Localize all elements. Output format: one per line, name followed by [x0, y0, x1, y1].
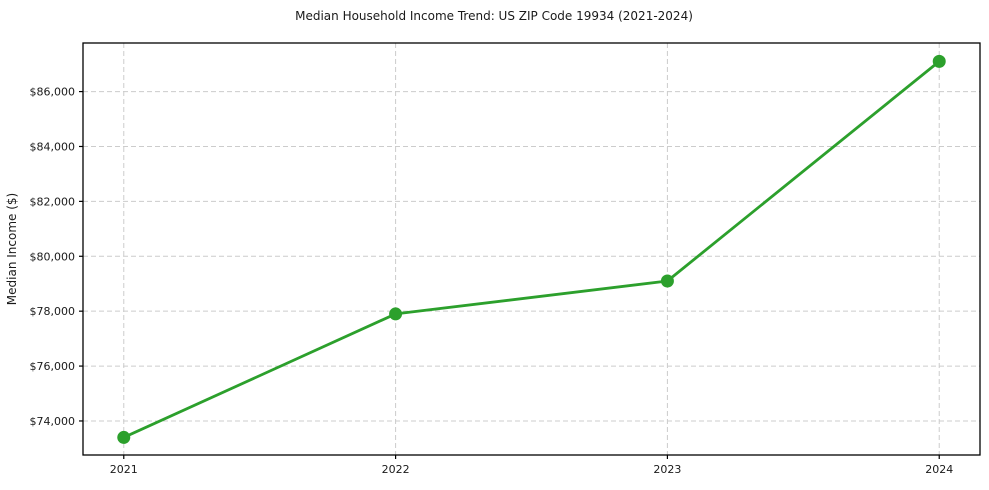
- y-tick-label: $80,000: [30, 250, 76, 263]
- data-point-marker: [389, 307, 403, 321]
- y-tick-label: $78,000: [30, 305, 76, 318]
- tick-layer: 2021 2022 2023 2024 $74,000 $76,000 $78,000 $80…: [30, 86, 954, 476]
- data-point-marker: [932, 54, 946, 68]
- trend-line: [122, 59, 941, 439]
- plot-border: [82, 42, 981, 456]
- y-axis-label: Median Income ($): [5, 193, 19, 305]
- data-point-marker: [660, 274, 674, 288]
- data-point-marker: [117, 430, 131, 444]
- x-tick-label: 2024: [925, 463, 953, 476]
- y-tick-label: $86,000: [30, 86, 76, 99]
- series-layer: [117, 54, 946, 444]
- x-tick-label: 2022: [382, 463, 410, 476]
- y-tick-label: $82,000: [30, 195, 76, 208]
- x-tick-label: 2023: [653, 463, 681, 476]
- y-tick-label: $84,000: [30, 140, 76, 153]
- grid-layer: [83, 43, 980, 455]
- y-tick-label: $76,000: [30, 360, 76, 373]
- x-tick-label: 2021: [110, 463, 138, 476]
- chart-title: Median Household Income Trend: US ZIP Co…: [295, 9, 693, 23]
- y-tick-label: $74,000: [30, 415, 76, 428]
